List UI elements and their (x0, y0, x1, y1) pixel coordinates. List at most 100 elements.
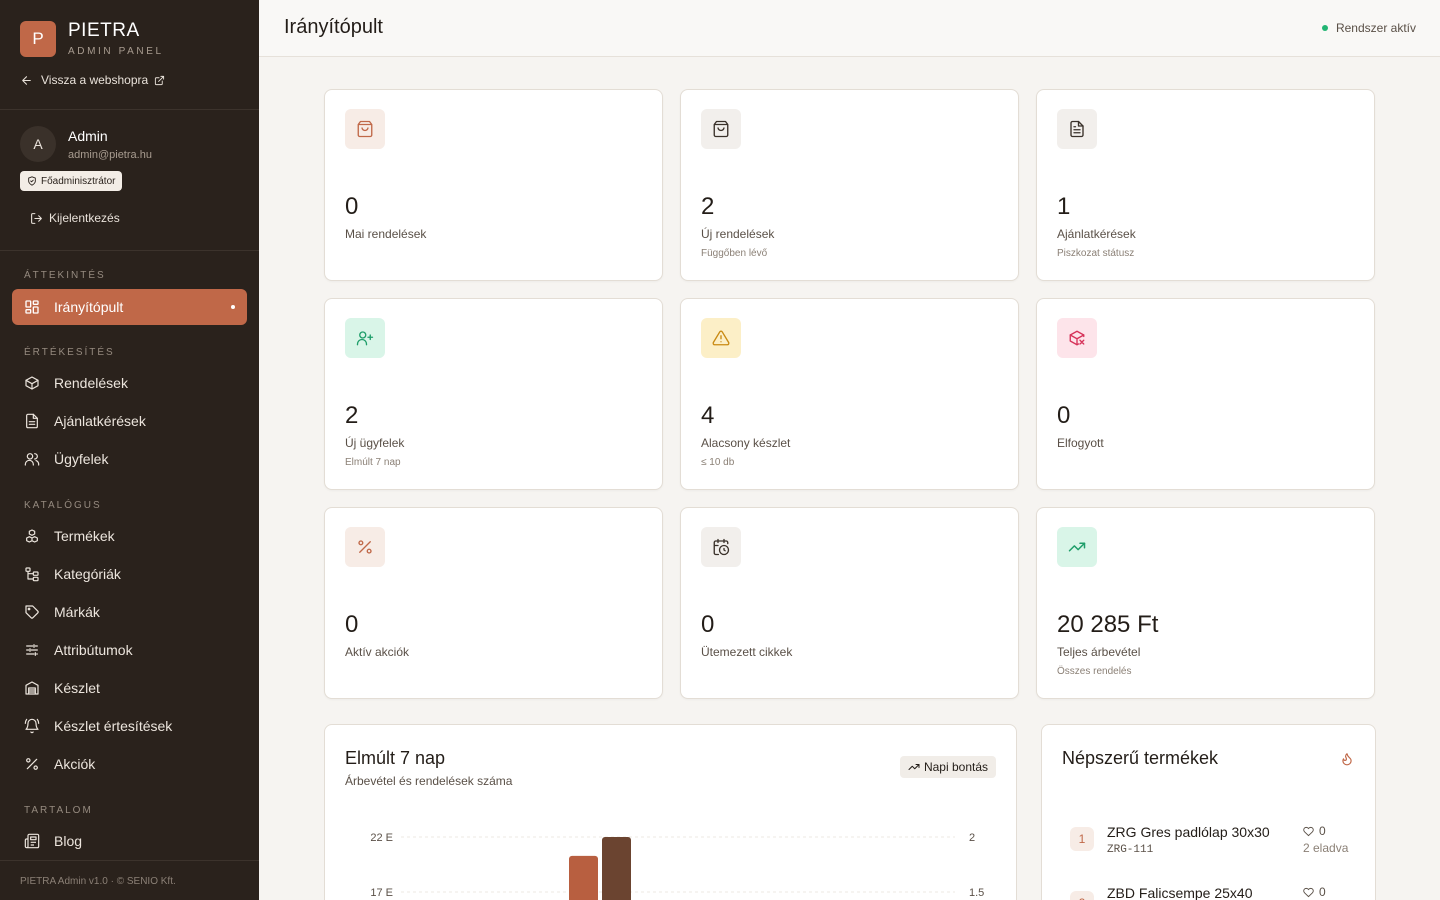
logout-button[interactable]: Kijelentkezés (30, 211, 120, 225)
stat-label: Alacsony készlet (701, 436, 791, 450)
popular-product-item[interactable]: 1 ZRG Gres padlólap 30x30 ZRG-111 0 2 el… (1070, 824, 1360, 874)
sidebar-item-dashboard[interactable]: Irányítópult (12, 289, 247, 325)
stat-card-low-stock[interactable]: 4 Alacsony készlet ≤ 10 db (680, 298, 1019, 490)
revenue-bar[interactable] (569, 855, 598, 900)
product-name: ZBD Falicsempe 25x40 (1107, 885, 1253, 900)
stat-label: Teljes árbevétel (1057, 645, 1141, 659)
stat-card-scheduled-articles[interactable]: 0 Ütemezett cikkek (680, 507, 1019, 699)
section-title-catalog: KATALÓGUS (24, 500, 102, 511)
shopping-bag-icon (345, 109, 385, 149)
section-title-overview: ÁTTEKINTÉS (24, 270, 106, 281)
stat-label: Ajánlatkérések (1057, 227, 1136, 241)
y-right-tick: 2 (969, 832, 975, 844)
stat-sublabel: Piszkozat státusz (1057, 248, 1135, 259)
brand[interactable]: P PIETRA ADMIN PANEL (20, 21, 164, 57)
sidebar-item-label: Kategóriák (54, 566, 121, 582)
stat-sublabel: Elmúlt 7 nap (345, 457, 401, 468)
sidebar-item-promotions[interactable]: Akciók (12, 746, 247, 782)
stat-label: Mai rendelések (345, 227, 427, 241)
warning-icon (701, 318, 741, 358)
trending-up-icon (908, 764, 920, 770)
brand-subtitle: ADMIN PANEL (68, 46, 164, 57)
sidebar-item-brands[interactable]: Márkák (12, 594, 247, 630)
active-indicator (231, 305, 235, 309)
sidebar-item-label: Irányítópult (54, 299, 124, 315)
sidebar: P PIETRA ADMIN PANEL Vissza a webshopra … (0, 0, 259, 900)
top-bar: Irányítópult Rendszer aktív (259, 0, 1440, 57)
package-x-icon (1057, 318, 1097, 358)
stat-value: 20 285 Ft (1057, 611, 1159, 638)
shopping-bag-icon (701, 109, 741, 149)
flame-icon (1342, 753, 1352, 766)
product-likes: 0 (1303, 824, 1326, 838)
user-profile: A Admin admin@pietra.hu (20, 126, 152, 162)
dashboard-icon (25, 300, 39, 314)
stat-label: Új rendelések (701, 227, 775, 241)
stat-card-quotes[interactable]: 1 Ajánlatkérések Piszkozat státusz (1036, 89, 1375, 281)
percent-icon (345, 527, 385, 567)
daily-breakdown-button[interactable]: Napi bontás (899, 756, 996, 778)
package-icon (25, 376, 39, 390)
sidebar-item-stock-notifications[interactable]: Készlet értesítések (12, 708, 247, 744)
popular-product-item[interactable]: 2 ZBD Falicsempe 25x40 0 (1070, 885, 1360, 900)
stat-value: 2 (701, 193, 715, 220)
sidebar-item-label: Rendelések (54, 375, 128, 391)
stat-label: Új ügyfelek (345, 436, 405, 450)
newspaper-icon (24, 833, 40, 849)
section-title-content: TARTALOM (24, 805, 93, 816)
sidebar-item-label: Márkák (54, 604, 100, 620)
trending-up-icon (1057, 527, 1097, 567)
boxes-icon (26, 529, 38, 543)
sidebar-item-quotes[interactable]: Ajánlatkérések (12, 403, 247, 439)
document-icon (26, 413, 38, 429)
stat-label: Aktív akciók (345, 645, 410, 659)
stat-card-out-of-stock[interactable]: 0 Elfogyott (1036, 298, 1375, 490)
sidebar-footer: PIETRA Admin v1.0 · © SENIO Kft. (0, 860, 259, 900)
sidebar-item-orders[interactable]: Rendelések (12, 365, 247, 401)
sidebar-divider (0, 250, 259, 251)
popular-products-panel: Népszerű termékek 1 ZRG Gres padlólap 30… (1041, 724, 1376, 900)
sidebar-item-label: Ajánlatkérések (54, 413, 146, 429)
product-name: ZRG Gres padlólap 30x30 (1107, 824, 1270, 840)
sidebar-item-categories[interactable]: Kategóriák (12, 556, 247, 592)
logout-icon (31, 212, 42, 224)
stat-card-active-promotions[interactable]: 0 Aktív akciók (324, 507, 663, 699)
stat-label: Elfogyott (1057, 436, 1104, 450)
product-sku: ZRG-111 (1107, 844, 1154, 856)
product-rank: 1 (1070, 827, 1094, 851)
stat-value: 4 (701, 402, 715, 429)
sidebar-item-blog[interactable]: Blog (12, 823, 247, 859)
user-name: Admin (68, 127, 108, 144)
avatar: A (20, 126, 56, 162)
stat-card-new-orders[interactable]: 2 Új rendelések Függőben lévő (680, 89, 1019, 281)
stat-value: 0 (345, 193, 359, 220)
shield-icon (28, 176, 36, 186)
sidebar-item-customers[interactable]: Ügyfelek (12, 441, 247, 477)
brand-name: PIETRA (68, 20, 140, 41)
heart-icon (1303, 887, 1314, 897)
stat-card-today-orders[interactable]: 0 Mai rendelések (324, 89, 663, 281)
sidebar-item-products[interactable]: Termékek (12, 518, 247, 554)
stat-value: 0 (1057, 402, 1071, 429)
role-badge: Főadminisztrátor (20, 171, 123, 191)
status-label: Rendszer aktív (1335, 21, 1416, 35)
user-email: admin@pietra.hu (68, 148, 152, 161)
heart-icon (1303, 826, 1314, 836)
product-sold: 2 eladva (1303, 841, 1349, 855)
y-left-tick: 17 E (370, 887, 393, 899)
user-plus-icon (345, 318, 385, 358)
sidebar-item-label: Attribútumok (54, 642, 133, 658)
product-likes-count: 0 (1319, 885, 1326, 899)
chart-subtitle: Árbevétel és rendelések száma (345, 774, 513, 788)
back-link-label: Vissza a webshopra (41, 73, 149, 87)
role-label: Főadminisztrátor (41, 175, 116, 187)
stat-value: 2 (345, 402, 359, 429)
percent-icon (26, 758, 38, 770)
sidebar-item-stock[interactable]: Készlet (12, 670, 247, 706)
orders-bar[interactable] (602, 837, 631, 900)
back-to-webshop-link[interactable]: Vissza a webshopra (20, 73, 165, 87)
sidebar-item-attributes[interactable]: Attribútumok (12, 632, 247, 668)
stat-card-new-customers[interactable]: 2 Új ügyfelek Elmúlt 7 nap (324, 298, 663, 490)
stat-card-total-revenue[interactable]: 20 285 Ft Teljes árbevétel Összes rendel… (1036, 507, 1375, 699)
calendar-clock-icon (701, 527, 741, 567)
